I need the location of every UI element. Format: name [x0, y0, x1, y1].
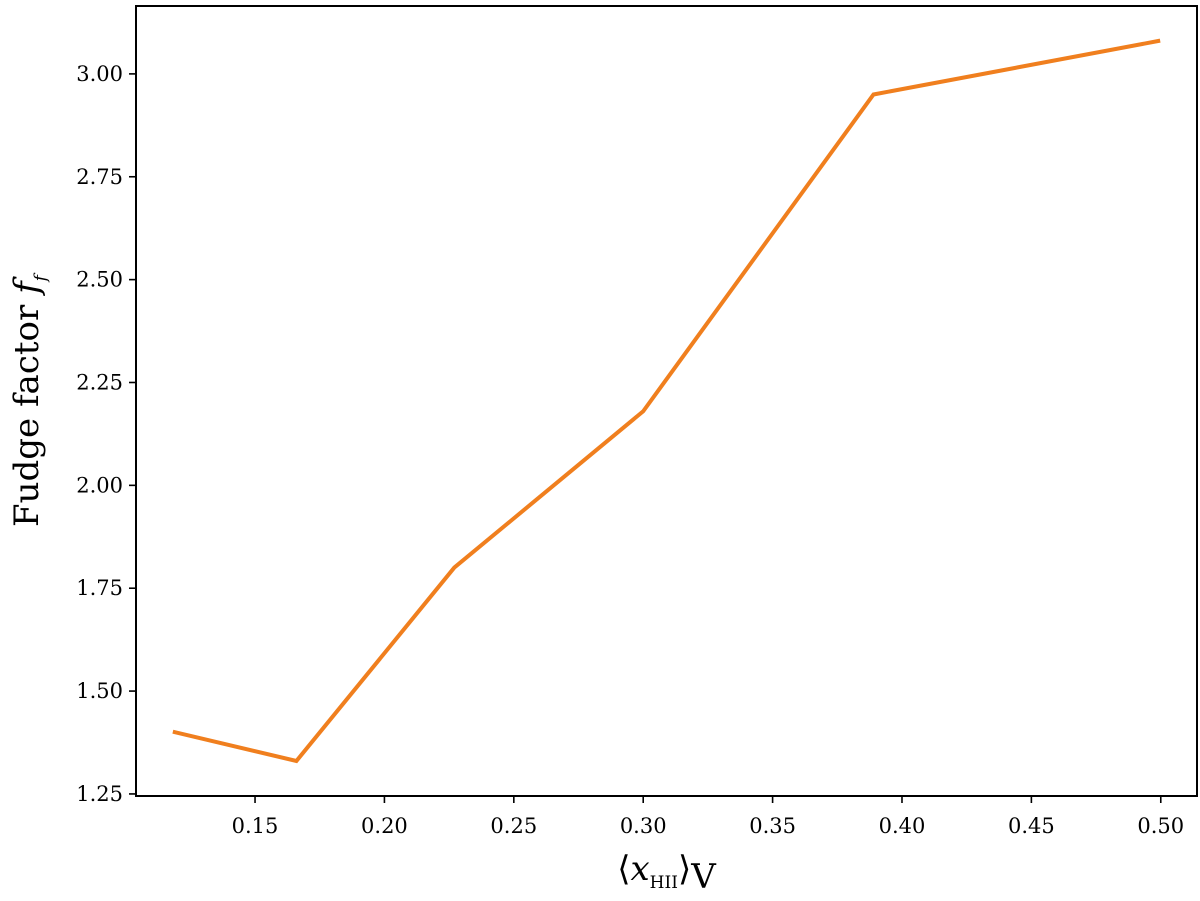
x-tick-label: 0.20: [361, 814, 408, 838]
y-tick-label: 1.75: [76, 576, 123, 600]
x-tick-label: 0.35: [749, 814, 796, 838]
plot-frame: [135, 5, 1198, 797]
x-tick-label: 0.50: [1137, 814, 1184, 838]
y-axis-label-sub: f: [31, 272, 51, 283]
x-tick-label: 0.15: [232, 814, 279, 838]
plot-line-layer: [172, 38, 1161, 764]
x-axis-label-var: x: [630, 849, 649, 889]
y-tick-label: 2.00: [76, 473, 123, 497]
y-tick-label: 2.50: [76, 268, 123, 292]
series-line-0: [172, 38, 1161, 764]
y-tick-label: 3.00: [76, 62, 123, 86]
x-axis-label: ⟨xHII⟩V: [617, 849, 717, 897]
x-tick-label: 0.40: [879, 814, 926, 838]
x-axis: 0.15 0.20 0.25 0.30 0.35 0.40 0.45 0.50: [232, 796, 1184, 838]
x-axis-label-open: ⟨: [617, 849, 630, 889]
y-axis: 1.25 1.50 1.75 2.00 2.25 2.50 2.75 3.00: [76, 62, 136, 806]
x-axis-label-sub: HII: [650, 873, 678, 893]
y-tick-label: 1.50: [76, 679, 123, 703]
y-tick-label: 1.25: [76, 782, 123, 806]
x-tick-label: 0.45: [1008, 814, 1055, 838]
x-tick-label: 0.30: [620, 814, 667, 838]
x-axis-label-close: ⟩: [678, 849, 691, 889]
y-axis-label-text: Fudge factor: [7, 294, 47, 527]
x-axis-label-suffix: V: [690, 857, 717, 897]
x-tick-label: 0.25: [490, 814, 537, 838]
y-axis-label: Fudge factor ff: [7, 272, 51, 527]
y-tick-label: 2.25: [76, 370, 123, 394]
y-tick-label: 2.75: [76, 165, 123, 189]
